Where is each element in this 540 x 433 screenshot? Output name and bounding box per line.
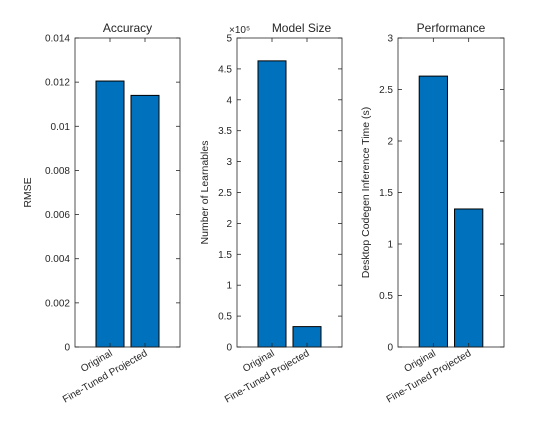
chart-title: Model Size xyxy=(272,21,332,35)
subplot-1: 00.0020.0040.0060.0080.010.0120.014Origi… xyxy=(22,21,181,405)
y-tick-label: 1 xyxy=(387,240,393,251)
y-tick-label: 0.008 xyxy=(45,166,70,177)
axes-box xyxy=(236,37,343,348)
y-tick-label: 2.5 xyxy=(379,85,393,96)
chart-title: Performance xyxy=(417,21,486,35)
y-tick-label: 2 xyxy=(387,137,393,148)
y-tick-label: 0.012 xyxy=(45,78,70,89)
y-exponent: ×10⁵ xyxy=(229,25,250,36)
y-tick-label: 1.5 xyxy=(218,250,232,261)
axes-box xyxy=(397,37,505,348)
y-tick-label: 0.002 xyxy=(45,298,70,309)
y-tick-label: 3 xyxy=(387,34,393,45)
subplot-2: 00.511.522.533.544.55OriginalFine-Tuned … xyxy=(199,21,343,405)
bar-1 xyxy=(95,80,125,348)
bar-2 xyxy=(130,94,160,348)
y-tick-label: 3 xyxy=(226,157,232,168)
y-tick-label: 0 xyxy=(226,343,232,354)
y-axis-label: RMSE xyxy=(22,177,34,207)
y-tick-label: 4.5 xyxy=(218,64,232,75)
y-tick-label: 4 xyxy=(226,95,232,106)
y-tick-label: 1.5 xyxy=(379,188,393,199)
y-tick-label: 0.5 xyxy=(218,312,232,323)
y-tick-label: 2.5 xyxy=(218,188,232,199)
y-tick-label: 0.004 xyxy=(45,254,70,265)
chart-title: Accuracy xyxy=(103,21,152,35)
axes-box xyxy=(74,37,181,348)
y-tick-label: 0.01 xyxy=(51,122,71,133)
y-tick-label: 0 xyxy=(64,343,70,354)
y-tick-label: 0.014 xyxy=(45,34,70,45)
bar-1 xyxy=(418,75,448,348)
y-tick-label: 1 xyxy=(226,281,232,292)
y-axis-label: Number of Learnables xyxy=(199,141,211,245)
bar-1 xyxy=(257,60,287,348)
y-tick-label: 2 xyxy=(226,219,232,230)
y-tick-label: 5 xyxy=(226,34,232,45)
y-tick-label: 3.5 xyxy=(218,126,232,137)
y-tick-label: 0.5 xyxy=(379,291,393,302)
y-tick-label: 0 xyxy=(387,343,393,354)
bar-2 xyxy=(454,208,484,348)
y-tick-label: 0.006 xyxy=(45,210,70,221)
y-axis-label: Desktop Codegen Inference Time (s) xyxy=(360,107,372,279)
